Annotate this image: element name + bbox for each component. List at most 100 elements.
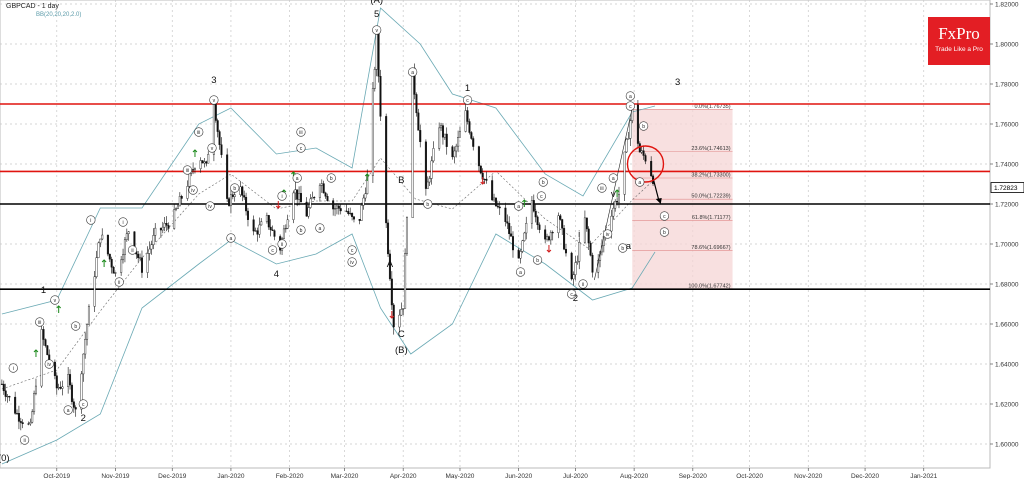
candle-body <box>491 180 494 201</box>
y-tick-label: 1.72000 <box>995 202 1019 209</box>
sell-arrow <box>546 245 552 253</box>
candle-body <box>599 251 602 261</box>
wave-annotation: (0) <box>0 453 10 464</box>
x-tick-label: Dec-2020 <box>851 473 880 479</box>
candle-body <box>97 242 100 258</box>
candle-body <box>173 209 176 229</box>
candle-body <box>559 215 562 220</box>
candle-body <box>214 104 217 121</box>
x-tick-label: Jan-2020 <box>217 473 244 479</box>
candle-body <box>572 274 575 280</box>
candle-body <box>59 387 62 389</box>
chart-title: GBPCAD - 1 day <box>6 3 59 10</box>
wave-label-circle <box>462 95 473 105</box>
candle-body <box>284 228 287 230</box>
candle-body <box>583 217 586 243</box>
candle-body <box>29 421 32 425</box>
wave-label-circle <box>226 233 236 243</box>
candle-body <box>299 193 302 203</box>
candle-body <box>55 375 58 389</box>
candle-body <box>220 144 223 155</box>
wave-label-text: c <box>271 248 274 254</box>
wave-label-text: b <box>300 228 303 234</box>
wave-label-circle <box>205 201 215 211</box>
candle-body <box>496 205 499 208</box>
bollinger-middle <box>1 157 656 390</box>
fib-level-label: 100.0%(1.67742) <box>688 284 730 290</box>
wave-label-circle <box>515 267 526 277</box>
indicator-label: BB(20,20,20,2.0) <box>36 12 82 18</box>
candle-body <box>241 186 244 196</box>
candle-body <box>93 276 96 307</box>
wave-annotation: i <box>578 229 580 240</box>
candle-body <box>561 219 564 229</box>
wave-label-text: a <box>296 176 299 182</box>
wave-label-text: b <box>330 176 333 182</box>
candle-body <box>228 198 231 206</box>
candle-body <box>61 386 64 389</box>
bollinger-upper <box>1 7 656 315</box>
candle-body <box>84 338 87 355</box>
candle-body <box>309 198 312 208</box>
candle-body <box>417 112 420 131</box>
fib-level-label: 50.0%(1.72239) <box>691 194 730 200</box>
wave-label-circle <box>408 67 418 77</box>
candle-body <box>536 216 539 226</box>
candle-body <box>40 329 43 387</box>
candle-body <box>339 208 342 212</box>
wave-label-text: ii <box>131 248 133 254</box>
wave-label-circle <box>267 245 278 255</box>
candle-body <box>16 413 19 415</box>
candle-body <box>544 229 547 240</box>
wave-label-circle <box>277 239 287 249</box>
wave-label-circle <box>532 255 543 265</box>
candle-body <box>106 234 109 255</box>
candle-body <box>127 231 130 234</box>
wave-label-text: a <box>629 94 632 100</box>
sell-arrow <box>480 177 486 185</box>
wave-label-text: i <box>281 194 282 200</box>
candle-body <box>31 411 34 423</box>
candle-body <box>159 227 162 231</box>
logo-name: FxPro <box>938 24 980 43</box>
candlesticks <box>0 27 655 431</box>
wave-label-text: iii <box>600 186 603 192</box>
candle-body <box>438 127 441 149</box>
candle-body <box>167 225 170 229</box>
candle-body <box>69 374 72 386</box>
candle-body <box>123 239 126 255</box>
wave-label-text: a <box>638 180 641 186</box>
candle-body <box>547 236 550 241</box>
buy-arrow <box>33 349 39 357</box>
candle-body <box>623 151 626 195</box>
y-tick-label: 1.60000 <box>995 442 1019 449</box>
wave-annotation: 3 <box>675 77 680 88</box>
candle-body <box>252 219 255 232</box>
candle-body <box>511 236 514 251</box>
wave-label-text: b <box>642 124 645 130</box>
candle-body <box>80 373 83 410</box>
candle-body <box>324 192 327 197</box>
candle-body <box>377 32 380 77</box>
candle-body <box>282 228 285 239</box>
wave-label-circle <box>538 177 548 187</box>
candle-body <box>256 230 259 235</box>
wave-label-text: ii <box>281 242 283 248</box>
candle-body <box>385 116 388 224</box>
candle-body <box>570 252 573 280</box>
wave-label-text: a <box>67 408 70 414</box>
plot-frame <box>0 0 991 469</box>
candle-body <box>307 207 310 217</box>
candle-body <box>477 146 480 167</box>
trend-line <box>594 107 633 281</box>
candle-body <box>650 160 653 177</box>
wave-label-text: i <box>122 220 123 226</box>
candle-body <box>453 150 456 158</box>
candle-body <box>260 221 263 226</box>
wave-label-text: c <box>629 104 632 110</box>
y-tick-label: 1.76000 <box>995 122 1019 129</box>
candle-body <box>46 345 49 356</box>
candle-body <box>53 361 56 376</box>
candle-body <box>34 385 37 394</box>
candle-body <box>311 197 314 200</box>
